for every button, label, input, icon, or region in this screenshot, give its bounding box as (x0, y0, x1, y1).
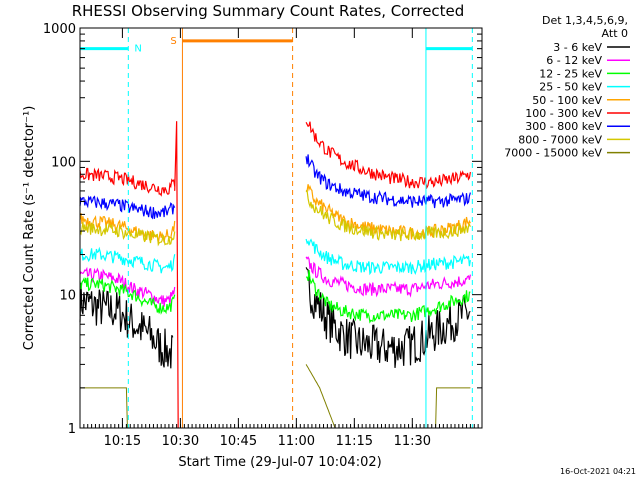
legend-entry-label-3: 25 - 50 keV (539, 81, 602, 94)
legend-entry-label-7: 800 - 7000 keV (518, 133, 602, 146)
marker-label-0: N (134, 44, 141, 55)
x-tick-label-4: 11:15 (336, 434, 373, 449)
marker-label-1: S (170, 36, 176, 47)
plot-frame (79, 27, 483, 429)
marker-layer: NS (79, 28, 473, 428)
trace-12-25-kev-post (305, 270, 471, 324)
legend-entry-label-8: 7000 - 15000 keV (504, 147, 602, 160)
trace-12-25-kev-pre (79, 277, 176, 315)
trace-300-800-kev-post (305, 154, 471, 209)
y-axis-label: Corrected Count Rate (s⁻¹ detector⁻¹) (22, 106, 37, 351)
trace-25-50-kev-pre (79, 246, 176, 274)
trace-100-300-kev-pre (79, 167, 176, 197)
x-tick-label-3: 11:00 (278, 434, 315, 449)
y-axis: 1 10 100 1000 (43, 22, 482, 437)
trace-layer (79, 121, 471, 429)
y-tick-label-0: 1 (68, 422, 76, 437)
x-tick-label-0: 10:15 (104, 434, 141, 449)
legend-entry-label-2: 12 - 25 keV (539, 67, 602, 80)
legend-entry-label-5: 100 - 300 keV (525, 107, 602, 120)
x-tick-label-1: 10:30 (162, 434, 199, 449)
trace-300-800-kev-pre (79, 195, 176, 220)
legend-entry-label-4: 50 - 100 keV (532, 94, 602, 107)
trace-800-7000-kev-pre (79, 222, 176, 247)
y-tick-label-3: 1000 (43, 22, 76, 37)
trace-3-6-kev-pre (79, 283, 174, 369)
y-tick-label-2: 100 (51, 155, 76, 170)
trace-800-7000-kev-post (305, 189, 471, 242)
trace-3-6-kev-post (305, 267, 471, 368)
legend-header-line-1: Det 1,3,4,5,6,9, (542, 14, 628, 27)
legend-entry-label-0: 3 - 6 keV (553, 41, 602, 54)
trace-7000-15000-kev-pre (80, 387, 173, 429)
trace-25-50-kev-post (305, 238, 471, 276)
trace-7000-15000-kev-post (305, 364, 471, 429)
trace-6-12-kev-post (305, 256, 471, 298)
trace-50-100-kev-pre (79, 213, 176, 244)
trace-6-12-kev-pre (79, 266, 176, 307)
x-tick-label-2: 10:45 (220, 434, 257, 449)
x-axis-label: Start Time (29-Jul-07 10:04:02) (178, 455, 381, 470)
chart-title: RHESSI Observing Summary Count Rates, Co… (72, 2, 465, 20)
trace-50-100-kev-post (305, 184, 471, 240)
trace-100-300-kev-post (305, 121, 471, 190)
y-tick-label-1: 10 (59, 289, 76, 304)
trace-spike (174, 121, 179, 429)
timestamp: 16-Oct-2021 04:21 (560, 467, 636, 476)
legend-entry-label-6: 300 - 800 keV (525, 120, 602, 133)
x-tick-label-5: 11:30 (394, 434, 431, 449)
legend-header-line-2: Att 0 (602, 27, 628, 40)
x-axis: 10:15 10:30 10:45 11:00 11:15 11:30 (79, 28, 483, 449)
legend-entry-label-1: 6 - 12 keV (546, 54, 602, 67)
